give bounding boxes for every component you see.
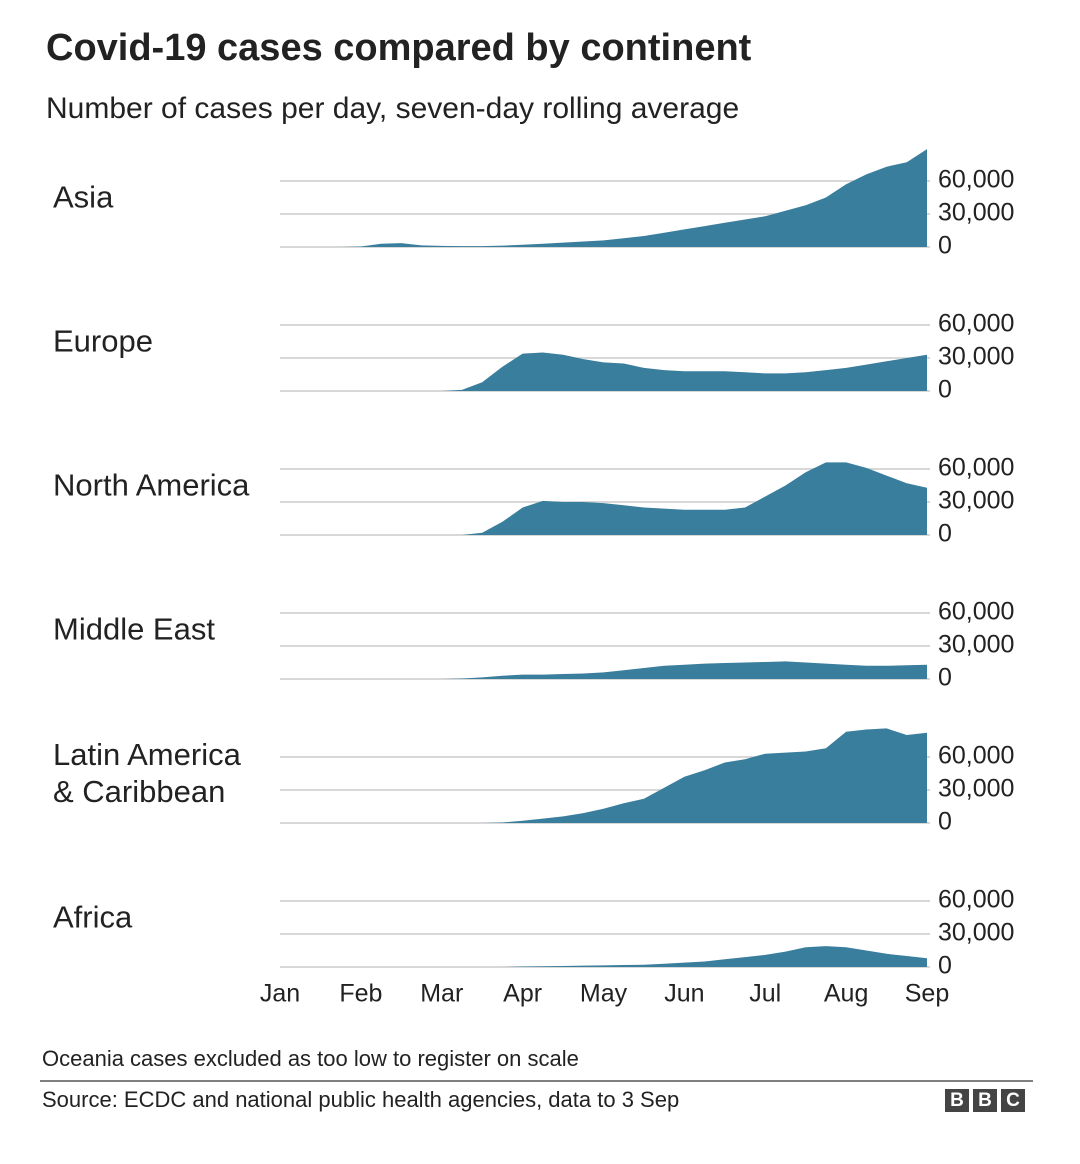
chart-title: Covid-19 cases compared by continent: [46, 27, 752, 69]
x-tick-label: Apr: [503, 980, 542, 1008]
logo-letter: C: [1006, 1090, 1020, 1111]
y-tick-label: 30,000: [938, 343, 1014, 371]
y-tick-label: 30,000: [938, 919, 1014, 947]
y-tick-label: 0: [938, 952, 952, 980]
panel-label: Africa: [53, 899, 133, 935]
area: [280, 946, 927, 967]
logo-letter: B: [950, 1090, 964, 1111]
panel-label: Europe: [53, 323, 153, 359]
y-tick-label: 60,000: [938, 310, 1014, 338]
y-tick-label: 0: [938, 808, 952, 836]
area: [280, 352, 927, 391]
y-tick-label: 60,000: [938, 598, 1014, 626]
x-tick-label: Sep: [905, 980, 949, 1008]
x-tick-label: Jul: [749, 980, 781, 1008]
y-tick-label: 0: [938, 376, 952, 404]
y-tick-label: 60,000: [938, 166, 1014, 194]
y-tick-label: 30,000: [938, 775, 1014, 803]
y-tick-label: 60,000: [938, 886, 1014, 914]
y-tick-label: 30,000: [938, 487, 1014, 515]
logo-box: [973, 1089, 997, 1112]
logo: B B C: [945, 1089, 1025, 1112]
x-tick-label: Jun: [664, 980, 704, 1008]
x-tick-label: Mar: [420, 980, 463, 1008]
area: [280, 661, 927, 679]
logo-letter: B: [978, 1090, 992, 1111]
y-tick-label: 60,000: [938, 454, 1014, 482]
source: Source: ECDC and national public health …: [42, 1087, 679, 1112]
x-tick-label: Aug: [824, 980, 868, 1008]
panel-label: Latin America & Caribbean: [53, 737, 241, 809]
y-tick-label: 60,000: [938, 742, 1014, 770]
y-tick-label: 0: [938, 664, 952, 692]
x-tick-label: Feb: [339, 980, 382, 1008]
y-tick-label: 0: [938, 232, 952, 260]
y-tick-label: 30,000: [938, 631, 1014, 659]
chart-subtitle: Number of cases per day, seven-day rolli…: [46, 92, 739, 125]
y-tick-label: 30,000: [938, 199, 1014, 227]
area: [280, 728, 927, 823]
logo-box: [945, 1089, 969, 1112]
logo-box: [1001, 1089, 1025, 1112]
x-tick-label: May: [580, 980, 628, 1008]
x-tick-label: Jan: [260, 980, 300, 1008]
panel-label: Asia: [53, 179, 114, 215]
area: [280, 462, 927, 535]
area: [280, 149, 927, 247]
panel-label: Middle East: [53, 611, 215, 647]
panel-label: North America: [53, 467, 250, 503]
y-tick-label: 0: [938, 520, 952, 548]
note: Oceania cases excluded as too low to reg…: [42, 1046, 579, 1071]
